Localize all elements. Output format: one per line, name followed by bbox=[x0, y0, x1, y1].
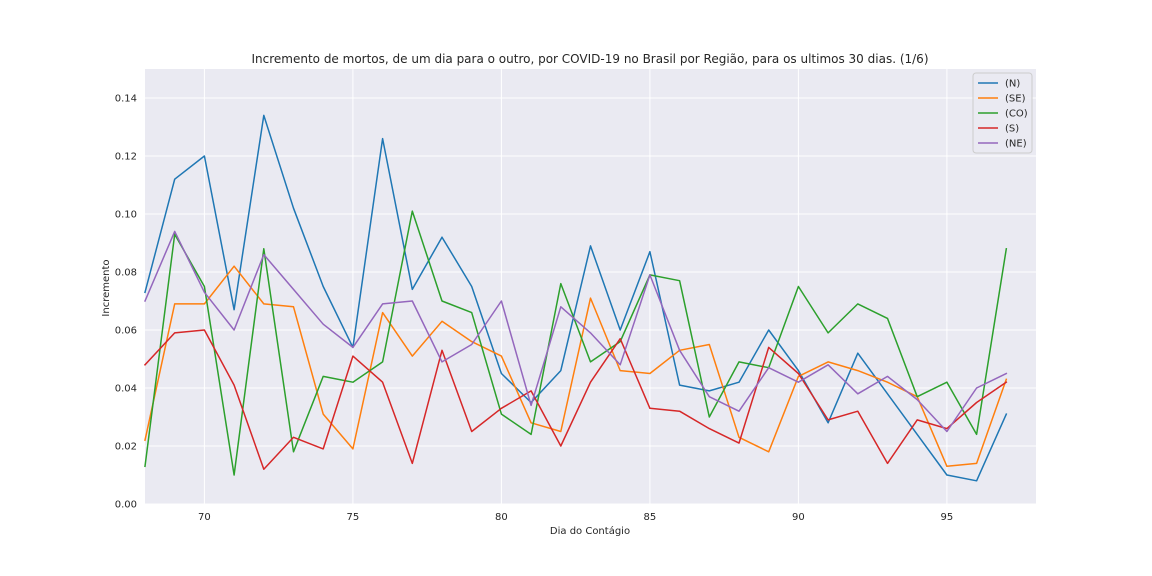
y-tick-label: 0.08 bbox=[115, 268, 137, 279]
series-line-4 bbox=[144, 230, 1008, 433]
y-axis-ticks: 0.00 0.02 0.04 0.06 0.08 0.10 0.12 0.14 bbox=[115, 94, 137, 511]
y-axis-label: Incremento bbox=[101, 259, 112, 316]
y-tick-label: 0.10 bbox=[115, 210, 137, 221]
series-line-3 bbox=[143, 329, 1008, 470]
y-tick-label: 0.02 bbox=[115, 442, 137, 453]
x-tick-label: 85 bbox=[644, 512, 657, 523]
y-tick-label: 0.14 bbox=[115, 94, 137, 105]
legend-entry: (NE) bbox=[1005, 139, 1027, 150]
legend-entry: (S) bbox=[1005, 124, 1019, 135]
x-tick-label: 80 bbox=[495, 512, 508, 523]
x-tick-label: 95 bbox=[941, 512, 954, 523]
x-tick-label: 90 bbox=[792, 512, 805, 523]
x-axis-ticks: 70 75 80 85 90 95 bbox=[198, 512, 953, 523]
legend-entry: (N) bbox=[1005, 79, 1020, 90]
x-tick-label: 70 bbox=[198, 512, 211, 523]
legend-entry: (CO) bbox=[1005, 109, 1028, 120]
legend-entry: (SE) bbox=[1005, 94, 1026, 105]
y-tick-label: 0.06 bbox=[115, 326, 137, 337]
y-tick-label: 0.12 bbox=[115, 152, 137, 163]
chart-title: Incremento de mortos, de um dia para o o… bbox=[251, 52, 928, 66]
x-tick-label: 75 bbox=[347, 512, 360, 523]
y-tick-label: 0.00 bbox=[115, 500, 137, 511]
x-axis-label: Dia do Contágio bbox=[550, 525, 630, 537]
grid-lines bbox=[145, 69, 1036, 505]
plot-area bbox=[145, 69, 1036, 504]
series-line-0 bbox=[144, 114, 1008, 482]
series-layer bbox=[143, 114, 1008, 482]
series-line-2 bbox=[144, 210, 1008, 476]
legend-box bbox=[972, 72, 1033, 154]
series-line-1 bbox=[144, 265, 1008, 468]
y-tick-label: 0.04 bbox=[115, 384, 137, 395]
legend: (N) (SE) (CO) (S) (NE) bbox=[972, 72, 1033, 154]
